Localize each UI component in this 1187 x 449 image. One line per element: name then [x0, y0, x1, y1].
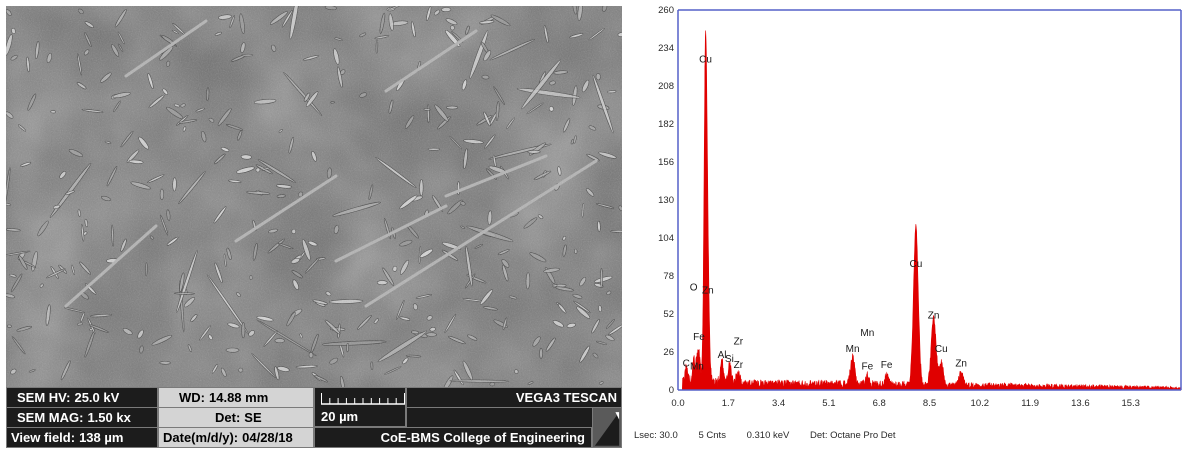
scale-bar-cell: 20 µm — [314, 387, 406, 427]
eds-spectrum-chart: 0 26 52 78 104 130 156 182 208 234 260 0.0 1.7 3.4 5.1… — [658, 5, 1182, 409]
spectrum-area — [678, 30, 1182, 391]
peak-label-zn: Zn — [955, 359, 967, 370]
x-tick-label: 6.8 — [873, 398, 886, 409]
x-tick-label: 3.4 — [772, 398, 785, 409]
x-tick-label: 11.9 — [1021, 398, 1039, 409]
peak-label-mn: Mn — [690, 361, 704, 372]
sem-micrograph-image — [6, 6, 622, 387]
x-tick-label: 0.0 — [671, 398, 684, 409]
y-tick-label: 260 — [658, 5, 674, 16]
date-value: 04/28/18 — [242, 430, 293, 445]
brand-cell: VEGA3 TESCAN — [406, 387, 622, 408]
peak-label-al: Al — [718, 350, 727, 361]
x-tick-label: 15.3 — [1121, 398, 1140, 409]
peak-label-c: C — [683, 359, 690, 370]
y-tick-label: 78 — [663, 271, 674, 282]
peak-label-fe: Fe — [881, 360, 893, 371]
sem-info-bar: SEM HV: 25.0 kV WD: 14.88 mm 20 µm — [6, 387, 622, 448]
hv-label: SEM HV: — [17, 390, 71, 405]
y-tick-label: 130 — [658, 195, 674, 206]
peak-label-cu: Cu — [699, 55, 712, 66]
peak-label-zn: Zn — [702, 285, 714, 296]
view-field-cell: View field: 138 µm — [6, 427, 158, 448]
wd-cell: WD: 14.88 mm — [158, 387, 314, 408]
det-value: SE — [244, 410, 262, 425]
institution-label: CoE-BMS College of Engineering — [380, 430, 585, 445]
detector-readout: Det: Octane Pro Det — [810, 430, 896, 441]
eds-footer: Lsec: 30.0 5 Cnts 0.310 keV Det: Octane … — [634, 430, 914, 441]
x-tick-label: 1.7 — [722, 398, 735, 409]
peak-label-zr: Zr — [734, 337, 744, 348]
peak-label-zr: Zr — [734, 360, 744, 371]
institution-cell: CoE-BMS College of Engineering — [314, 427, 592, 448]
counts-readout: 5 Cnts — [698, 430, 726, 441]
date-label: Date(m/d/y): — [163, 430, 239, 445]
x-tick-label: 8.5 — [923, 398, 936, 409]
peak-label-o: O — [690, 283, 698, 294]
tescan-logo-mark — [594, 412, 620, 446]
x-tick-label: 10.2 — [971, 398, 990, 409]
sem-micrograph-panel: SEM HV: 25.0 kV WD: 14.88 mm 20 µm — [6, 6, 622, 448]
peak-label-si: Si — [725, 354, 734, 365]
peak-label-fe: Fe — [693, 332, 705, 343]
peak-label-cu: Cu — [935, 344, 948, 355]
wd-label: WD: — [179, 390, 205, 405]
kev-readout: 0.310 keV — [746, 430, 790, 441]
y-tick-label: 182 — [658, 119, 674, 130]
peak-label-zn: Zn — [928, 310, 940, 321]
y-tick-label: 208 — [658, 81, 674, 92]
x-tick-label: 13.6 — [1071, 398, 1090, 409]
scale-bar-ruler — [321, 393, 405, 405]
hv-cell: SEM HV: 25.0 kV — [6, 387, 158, 408]
brand-label: VEGA3 TESCAN — [515, 390, 617, 405]
date-cell: Date(m/d/y): 04/28/18 — [158, 427, 314, 448]
peak-label-cu: Cu — [909, 259, 922, 270]
hv-value: 25.0 kV — [74, 390, 120, 405]
lsec-readout: Lsec: 30.0 — [634, 430, 678, 441]
tescan-logo — [592, 407, 622, 448]
y-tick-label: 26 — [663, 347, 674, 358]
y-tick-label: 104 — [658, 233, 674, 244]
peak-label-fe: Fe — [862, 361, 874, 372]
mag-label: SEM MAG: — [17, 410, 84, 425]
peak-label-mn: Mn — [860, 328, 874, 339]
y-tick-label: 156 — [658, 157, 674, 168]
det-label: Det: — [215, 410, 241, 425]
eds-spectrum-panel: 0 26 52 78 104 130 156 182 208 234 260 0.0 1.7 3.4 5.1… — [628, 0, 1187, 449]
scale-bar-label: 20 µm — [321, 409, 359, 424]
y-tick-label: 52 — [663, 309, 674, 320]
view-field-value: 138 µm — [79, 430, 124, 445]
x-tick-label: 5.1 — [822, 398, 835, 409]
y-tick-label: 234 — [658, 43, 674, 54]
wd-value: 14.88 mm — [209, 390, 269, 405]
mag-cell: SEM MAG: 1.50 kx — [6, 407, 158, 428]
mag-value: 1.50 kx — [87, 410, 131, 425]
y-tick-label: 0 — [669, 385, 674, 396]
brand-spacer-cell — [406, 407, 622, 428]
peak-label-mn: Mn — [846, 344, 860, 355]
det-cell: Det: SE — [158, 407, 314, 428]
view-field-label: View field: — [11, 430, 76, 445]
